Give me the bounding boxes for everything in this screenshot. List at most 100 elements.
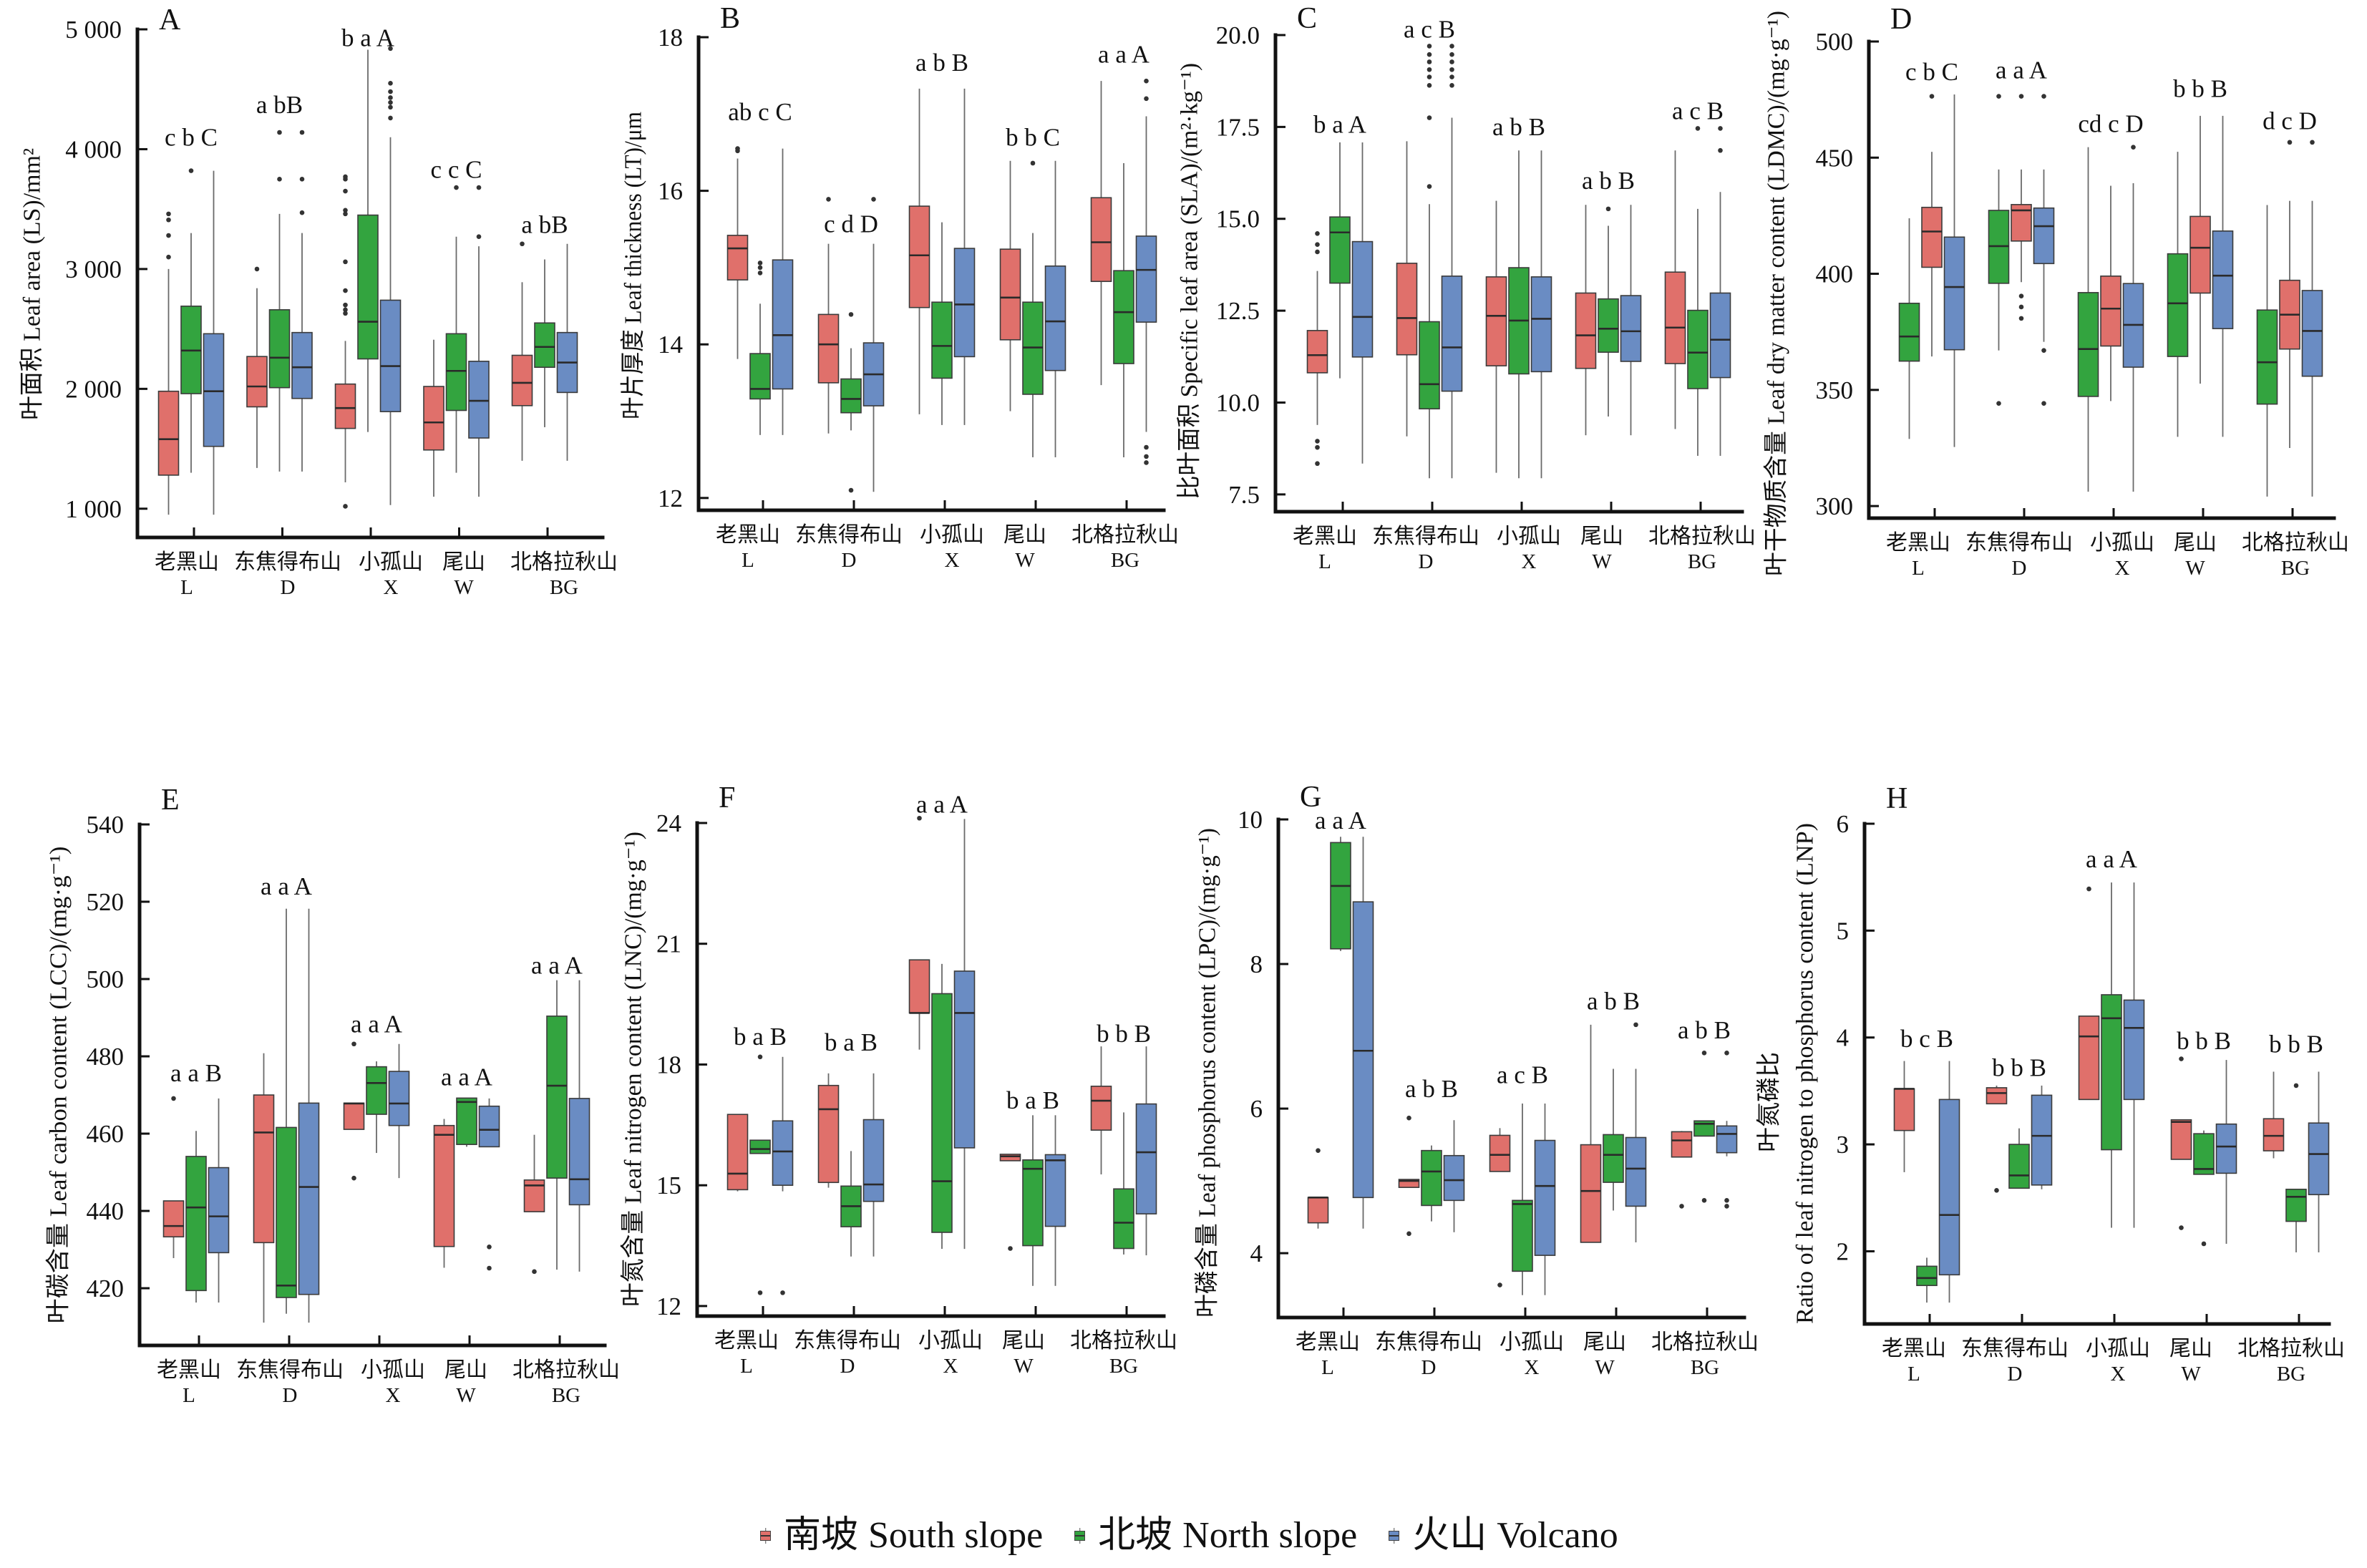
legend-label-zh: 南坡 bbox=[784, 1515, 859, 1556]
outlier-point bbox=[1449, 67, 1454, 72]
x-category-code: D bbox=[2012, 557, 2027, 580]
box-iqr bbox=[2285, 1189, 2307, 1222]
outlier-point bbox=[1449, 44, 1454, 49]
y-tick-label: 8 bbox=[1250, 950, 1263, 978]
y-tick-label: 3 000 bbox=[65, 255, 122, 283]
box-iqr bbox=[478, 1105, 500, 1148]
outlier-point bbox=[1701, 1198, 1707, 1203]
box-iqr bbox=[1687, 309, 1709, 389]
outlier-point bbox=[848, 487, 854, 493]
x-category-label: 老黑山 bbox=[1296, 1330, 1360, 1354]
x-category-code: W bbox=[2185, 557, 2205, 580]
box-iqr bbox=[1419, 321, 1440, 410]
outlier-point bbox=[757, 265, 763, 271]
y-tick-label: 540 bbox=[87, 811, 125, 839]
panel-c: C 比叶面积 Specific leaf area (SLA)/(m²·kg⁻¹)… bbox=[1177, 2, 1756, 573]
outlier-point bbox=[351, 1175, 356, 1181]
y-tick-label: 520 bbox=[87, 888, 125, 916]
box-iqr bbox=[357, 214, 379, 360]
outlier-point bbox=[388, 115, 393, 121]
boxplot-south-w bbox=[999, 160, 1021, 412]
boxplot-north-x bbox=[2101, 882, 2122, 1228]
x-category-label: 北格拉秋山 bbox=[1648, 525, 1756, 548]
x-category-label: 北格拉秋山 bbox=[1070, 1329, 1177, 1353]
x-category-label: 东焦得布山 bbox=[794, 1329, 901, 1353]
y-tick-label: 1 000 bbox=[65, 495, 122, 523]
outlier-point bbox=[388, 95, 393, 100]
outlier-point bbox=[1426, 52, 1432, 57]
x-category-code: X bbox=[943, 1355, 958, 1378]
outlier-point bbox=[1406, 1115, 1411, 1121]
x-category-label: 东焦得布山 bbox=[234, 550, 341, 574]
outlier-point bbox=[1426, 44, 1432, 49]
box-iqr bbox=[253, 1094, 275, 1244]
y-tick-label: 500 bbox=[1816, 28, 1854, 56]
significance-letters: a b B bbox=[1492, 113, 1545, 141]
box-iqr bbox=[1575, 292, 1597, 369]
x-category-label: 老黑山 bbox=[157, 1358, 221, 1382]
box-iqr bbox=[999, 1154, 1021, 1162]
boxplot-south-w bbox=[423, 339, 444, 497]
y-tick-label: 12 bbox=[656, 1292, 681, 1320]
significance-letters: b b B bbox=[2269, 1031, 2323, 1058]
boxplot-north-d bbox=[276, 908, 297, 1314]
significance-letters: a a A bbox=[1098, 40, 1150, 68]
significance-letters: b a B bbox=[734, 1023, 787, 1051]
x-category-label: 老黑山 bbox=[716, 523, 780, 547]
x-category-code: L bbox=[180, 576, 193, 599]
outlier-point bbox=[343, 208, 348, 213]
x-category-code: BG bbox=[550, 576, 578, 599]
outlier-point bbox=[1449, 83, 1454, 88]
boxplot-volcano-d bbox=[862, 1073, 885, 1257]
outlier-point bbox=[2179, 1225, 2184, 1230]
significance-letters: a b B bbox=[1587, 988, 1640, 1016]
x-category-label: 东焦得布山 bbox=[795, 523, 903, 547]
significance-letters: b a A bbox=[1313, 111, 1367, 139]
box-iqr bbox=[1396, 263, 1418, 356]
box-iqr bbox=[2256, 309, 2278, 405]
x-category-code: L bbox=[183, 1384, 195, 1407]
outlier-point bbox=[1426, 184, 1432, 189]
boxplot-volcano-bg bbox=[2308, 1071, 2330, 1252]
box-iqr bbox=[1307, 1197, 1329, 1224]
boxplot-volcano-bg bbox=[568, 980, 590, 1272]
box-iqr bbox=[772, 259, 794, 390]
boxplot-volcano-l bbox=[1351, 142, 1374, 464]
box-iqr bbox=[1090, 197, 1112, 283]
boxplot-volcano-bg bbox=[1716, 1050, 1738, 1209]
outlier-point bbox=[1426, 67, 1432, 72]
x-category-label: 北格拉秋山 bbox=[510, 550, 618, 574]
y-tick-label: 5 bbox=[1837, 917, 1850, 945]
y-axis-title: 比叶面积 Specific leaf area (SLA)/(m²·kg⁻¹) bbox=[1177, 63, 1203, 500]
outlier-point bbox=[1718, 126, 1723, 131]
boxplot-north-x bbox=[1508, 150, 1530, 479]
boxplot-north-bg bbox=[1113, 1112, 1134, 1255]
x-category-code: D bbox=[840, 1355, 855, 1378]
outlier-point bbox=[351, 1041, 356, 1047]
significance-letters: a a A bbox=[1315, 807, 1367, 834]
y-axis-title: 叶磷含量 Leaf phosphorus content (LPC)/(mg·g… bbox=[1194, 828, 1221, 1318]
boxplot-volcano-x bbox=[2123, 882, 2145, 1228]
outlier-point bbox=[1497, 1282, 1502, 1287]
x-category-code: D bbox=[2008, 1363, 2023, 1386]
significance-letters: a a A bbox=[916, 790, 968, 818]
legend-label-en: South slope bbox=[868, 1515, 1044, 1556]
outlier-point bbox=[487, 1244, 492, 1250]
boxplot-south-bg bbox=[511, 241, 533, 461]
x-category-label: 老黑山 bbox=[714, 1329, 779, 1353]
y-tick-label: 18 bbox=[658, 24, 683, 52]
boxplot-volcano-w bbox=[2215, 1060, 2237, 1244]
boxplot-south-w bbox=[2170, 1056, 2192, 1230]
y-tick-label: 12.5 bbox=[1216, 297, 1260, 325]
boxplot-south-x bbox=[1489, 1128, 1511, 1287]
panel-letter: D bbox=[1890, 3, 1912, 36]
boxplot-volcano-x bbox=[953, 819, 976, 1250]
significance-letters: b b B bbox=[2173, 75, 2227, 103]
boxplot-volcano-w bbox=[1620, 205, 1642, 436]
outlier-point bbox=[1449, 52, 1454, 57]
boxplot-north-w bbox=[1022, 1115, 1044, 1286]
significance-letters: c d D bbox=[824, 210, 878, 238]
boxplot-north-w bbox=[1598, 206, 1619, 417]
x-category-label: 老黑山 bbox=[1293, 525, 1357, 548]
boxplot-south-w bbox=[1580, 1024, 1602, 1243]
